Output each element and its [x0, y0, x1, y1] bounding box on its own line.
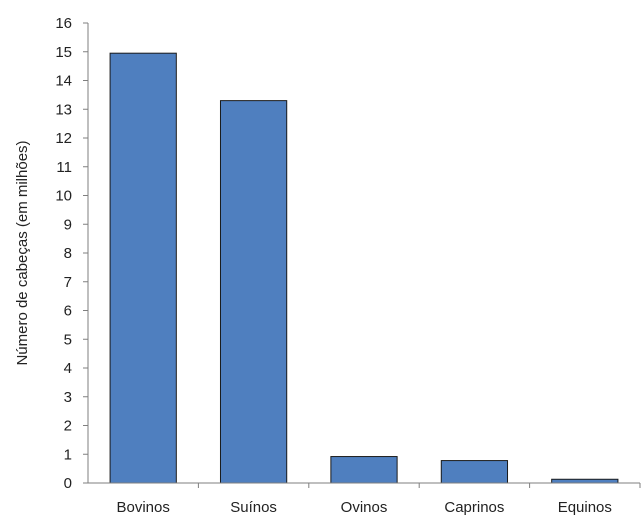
x-tick-label: Suínos	[230, 499, 277, 516]
y-tick-label: 15	[55, 44, 72, 61]
x-labels-layer: Bovinos Suínos Ovinos Caprinos Equinos	[117, 483, 641, 516]
y-tick-label: 11	[56, 159, 72, 176]
x-tick-label: Ovinos	[341, 499, 388, 516]
y-tick-label: 14	[55, 73, 72, 90]
bars-layer	[109, 52, 619, 484]
bar-suinos	[219, 100, 288, 484]
x-tick-label: Equinos	[558, 499, 612, 516]
bar-ovinos	[330, 456, 398, 484]
x-tick-label: Caprinos	[444, 499, 504, 516]
y-axis-title: Número de cabeças (em milhões)	[14, 140, 31, 365]
y-tick-label: 2	[64, 418, 72, 435]
y-tick-label: 1	[64, 446, 72, 463]
x-tick-label: Bovinos	[117, 499, 170, 516]
y-tick-label: 9	[64, 216, 72, 233]
bar-equinos	[551, 478, 619, 484]
y-tick-label: 8	[64, 245, 72, 262]
y-tick-label: 6	[64, 303, 72, 320]
y-tick-label: 5	[64, 331, 72, 348]
y-tick-label: 12	[55, 130, 72, 147]
y-tick-label: 13	[55, 101, 72, 118]
bar-bovinos	[109, 52, 177, 484]
y-tick-label: 10	[55, 188, 72, 205]
y-tick-label: 7	[64, 274, 72, 291]
y-tick-label: 16	[55, 15, 72, 32]
bar-caprinos	[440, 460, 509, 484]
y-tick-label: 3	[64, 389, 72, 406]
y-tick-label: 4	[64, 360, 72, 377]
y-tick-label: 0	[64, 475, 72, 492]
